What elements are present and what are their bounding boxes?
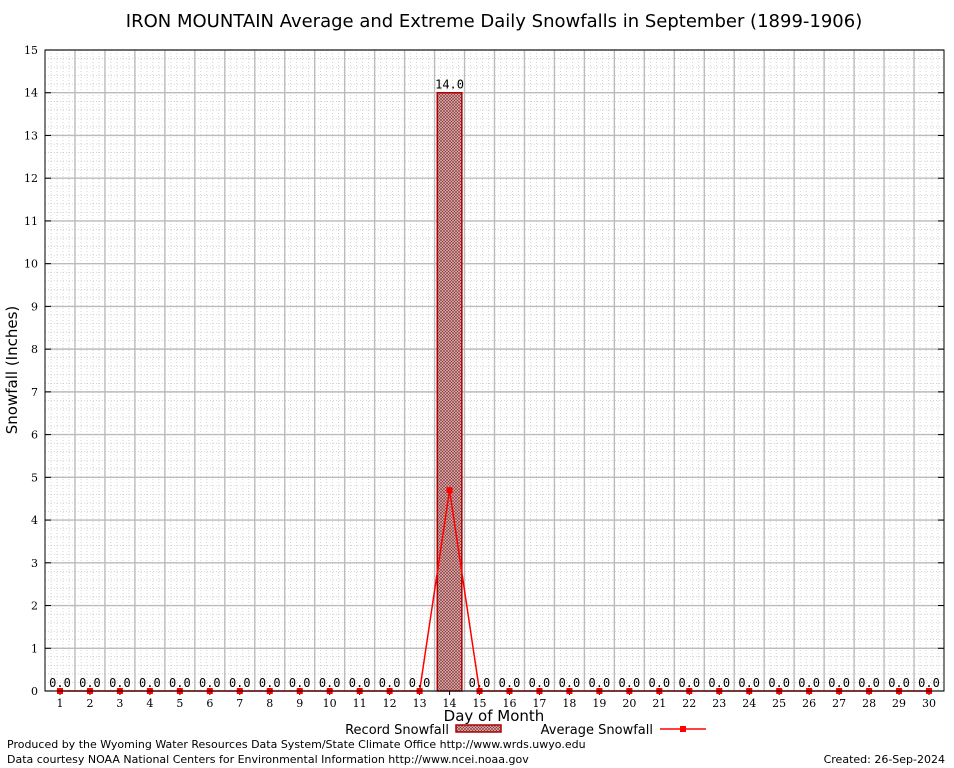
bar-value-label: 0.0: [469, 676, 491, 690]
bar-value-label: 0.0: [79, 676, 101, 690]
x-tick-label: 11: [353, 697, 367, 710]
x-tick-label: 5: [176, 697, 183, 710]
y-tick-label: 7: [31, 386, 38, 399]
x-axis-title: Day of Month: [444, 707, 545, 725]
bar-value-label: 0.0: [319, 676, 341, 690]
x-tick-label: 2: [86, 697, 93, 710]
x-tick-label: 23: [712, 697, 726, 710]
bar-value-label: 0.0: [708, 676, 730, 690]
y-tick-label: 11: [24, 215, 38, 228]
y-tick-label: 3: [31, 557, 38, 570]
x-tick-label: 27: [832, 697, 846, 710]
bar-value-label: 0.0: [349, 676, 371, 690]
y-tick-label: 8: [31, 343, 38, 356]
y-tick-label: 12: [24, 172, 38, 185]
legend-record-label: Record Snowfall: [345, 723, 449, 738]
average-point: [446, 487, 453, 494]
x-tick-label: 10: [323, 697, 337, 710]
bar-value-label: 0.0: [289, 676, 311, 690]
x-tick-label: 7: [236, 697, 243, 710]
bar-value-label: 0.0: [559, 676, 581, 690]
x-tick-label: 22: [682, 697, 696, 710]
x-tick-label: 3: [116, 697, 123, 710]
bar-value-label: 0.0: [738, 676, 760, 690]
x-tick-label: 4: [146, 697, 153, 710]
x-tick-label: 9: [296, 697, 303, 710]
bar-value-label: 0.0: [858, 676, 880, 690]
y-tick-label: 1: [31, 642, 38, 655]
x-tick-label: 24: [742, 697, 756, 710]
plot-frame: [44, 49, 945, 692]
y-tick-label: 15: [24, 44, 38, 57]
y-tick-label: 5: [31, 471, 38, 484]
x-tick-label: 26: [802, 697, 816, 710]
x-tick-label: 1: [56, 697, 63, 710]
bar-value-label: 0.0: [768, 676, 790, 690]
footer-produced-by: Produced by the Wyoming Water Resources …: [7, 738, 586, 751]
bar-value-label: 0.0: [49, 676, 71, 690]
x-tick-label: 19: [592, 697, 606, 710]
bar-value-label: 0.0: [619, 676, 641, 690]
bar-value-label: 0.0: [409, 676, 431, 690]
bar-value-label: 14.0: [435, 78, 464, 92]
y-tick-label: 9: [31, 300, 38, 313]
data-labels: 0.0 0.0 0.0 0.0 0.0 0.0 0.0 0.0 0.0 0.0 0.0 0.0 0.0 1…: [49, 78, 940, 690]
minor-grid: [45, 49, 944, 692]
legend: Record Snowfall Average Snowfall: [345, 723, 706, 738]
bar-value-label: 0.0: [259, 676, 281, 690]
y-tick-label: 0: [31, 685, 38, 698]
x-tick-label: 20: [622, 697, 636, 710]
y-tick-label: 6: [31, 429, 38, 442]
bar-value-label: 0.0: [888, 676, 910, 690]
y-tick-label: 14: [24, 87, 38, 100]
bar-value-label: 0.0: [648, 676, 670, 690]
legend-average-marker: [680, 726, 686, 732]
x-axis-ticks: 1 2 3 4 5 6 7 8 9 10 11 12 13 14 15 16 17 18 19 20 21 22 23 24 2…: [56, 691, 936, 710]
legend-record-swatch: [455, 724, 502, 733]
bar-value-label: 0.0: [139, 676, 161, 690]
x-tick-label: 21: [652, 697, 666, 710]
bar-value-label: 0.0: [229, 676, 251, 690]
y-axis-title: Snowfall (Inches): [3, 306, 21, 434]
y-tick-label: 13: [24, 129, 38, 142]
x-tick-label: 25: [772, 697, 786, 710]
x-tick-label: 15: [473, 697, 487, 710]
x-tick-label: 16: [502, 697, 516, 710]
x-tick-label: 13: [413, 697, 427, 710]
bar-value-label: 0.0: [199, 676, 221, 690]
y-tick-label: 4: [31, 514, 38, 527]
x-tick-label: 6: [206, 697, 213, 710]
record-snowfall-bars: [436, 91, 463, 692]
x-tick-label: 14: [443, 697, 457, 710]
record-bar: [436, 91, 463, 692]
bar-value-label: 0.0: [169, 676, 191, 690]
bar-value-label: 0.0: [379, 676, 401, 690]
major-grid: [45, 49, 944, 692]
bar-value-label: 0.0: [499, 676, 521, 690]
x-tick-label: 18: [562, 697, 576, 710]
x-tick-label: 29: [892, 697, 906, 710]
bar-value-label: 0.0: [589, 676, 611, 690]
footer-data-courtesy: Data courtesy NOAA National Centers for …: [7, 753, 529, 766]
x-tick-label: 17: [532, 697, 546, 710]
bar-value-label: 0.0: [529, 676, 551, 690]
bar-value-label: 0.0: [678, 676, 700, 690]
bar-value-label: 0.0: [798, 676, 820, 690]
x-tick-label: 30: [922, 697, 936, 710]
legend-average-label: Average Snowfall: [541, 723, 653, 738]
chart-title: IRON MOUNTAIN Average and Extreme Daily …: [126, 11, 862, 32]
bar-value-label: 0.0: [828, 676, 850, 690]
y-tick-label: 2: [31, 600, 38, 613]
x-tick-label: 28: [862, 697, 876, 710]
bar-value-label: 0.0: [109, 676, 131, 690]
y-tick-label: 10: [24, 258, 38, 271]
x-tick-label: 12: [383, 697, 397, 710]
footer-created: Created: 26-Sep-2024: [824, 753, 945, 766]
bar-value-label: 0.0: [918, 676, 940, 690]
x-tick-label: 8: [266, 697, 273, 710]
